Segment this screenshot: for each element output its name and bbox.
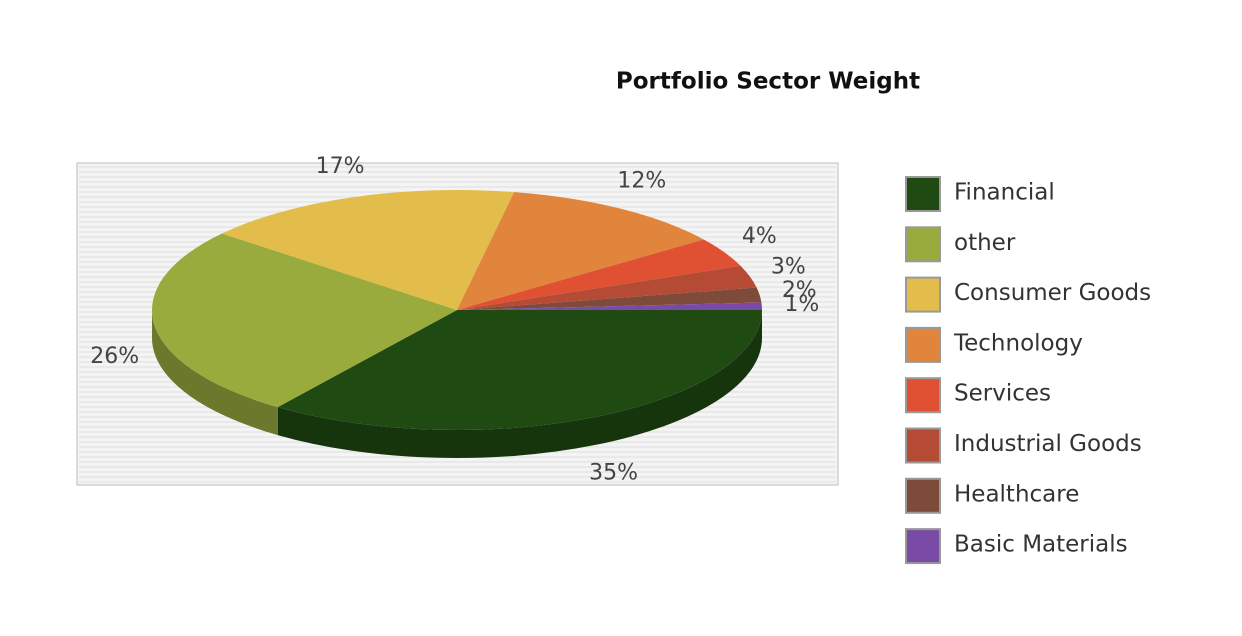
- value-label: 4%: [742, 224, 777, 249]
- slice: [457, 239, 741, 310]
- slice: [457, 192, 704, 310]
- legend-label: Technology: [953, 330, 1083, 356]
- legend-swatch: [905, 427, 941, 464]
- legend-label: Consumer Goods: [954, 280, 1151, 306]
- legend-label: Healthcare: [954, 481, 1079, 507]
- legend-label: Basic Materials: [954, 532, 1128, 558]
- legend-swatch: [905, 176, 941, 212]
- slice-side: [277, 310, 762, 458]
- legend-swatch: [905, 528, 941, 565]
- slice: [277, 310, 762, 431]
- legend-label: Services: [954, 381, 1051, 407]
- legend-swatch: [905, 477, 941, 514]
- legend-swatch: [905, 276, 941, 313]
- value-label: 12%: [617, 169, 666, 194]
- legend-label: Industrial Goods: [954, 431, 1142, 457]
- value-label: 3%: [771, 255, 806, 280]
- slice: [221, 190, 515, 310]
- legend-swatch: [905, 226, 941, 263]
- value-label: 17%: [316, 154, 365, 179]
- slice: [457, 265, 757, 310]
- legend-swatch: [905, 326, 941, 363]
- slice-side: [152, 310, 278, 436]
- slice: [151, 233, 457, 408]
- value-label: 1%: [784, 292, 819, 317]
- value-label: 26%: [90, 344, 139, 369]
- value-label: 35%: [589, 460, 638, 485]
- value-label: 2%: [782, 278, 817, 303]
- slice: [457, 287, 762, 310]
- legend-label: Financial: [954, 180, 1055, 206]
- legend-swatch: [905, 377, 941, 414]
- legend-label: other: [954, 230, 1016, 256]
- slice: [457, 302, 762, 310]
- chart-title: Portfolio Sector Weight: [616, 69, 920, 95]
